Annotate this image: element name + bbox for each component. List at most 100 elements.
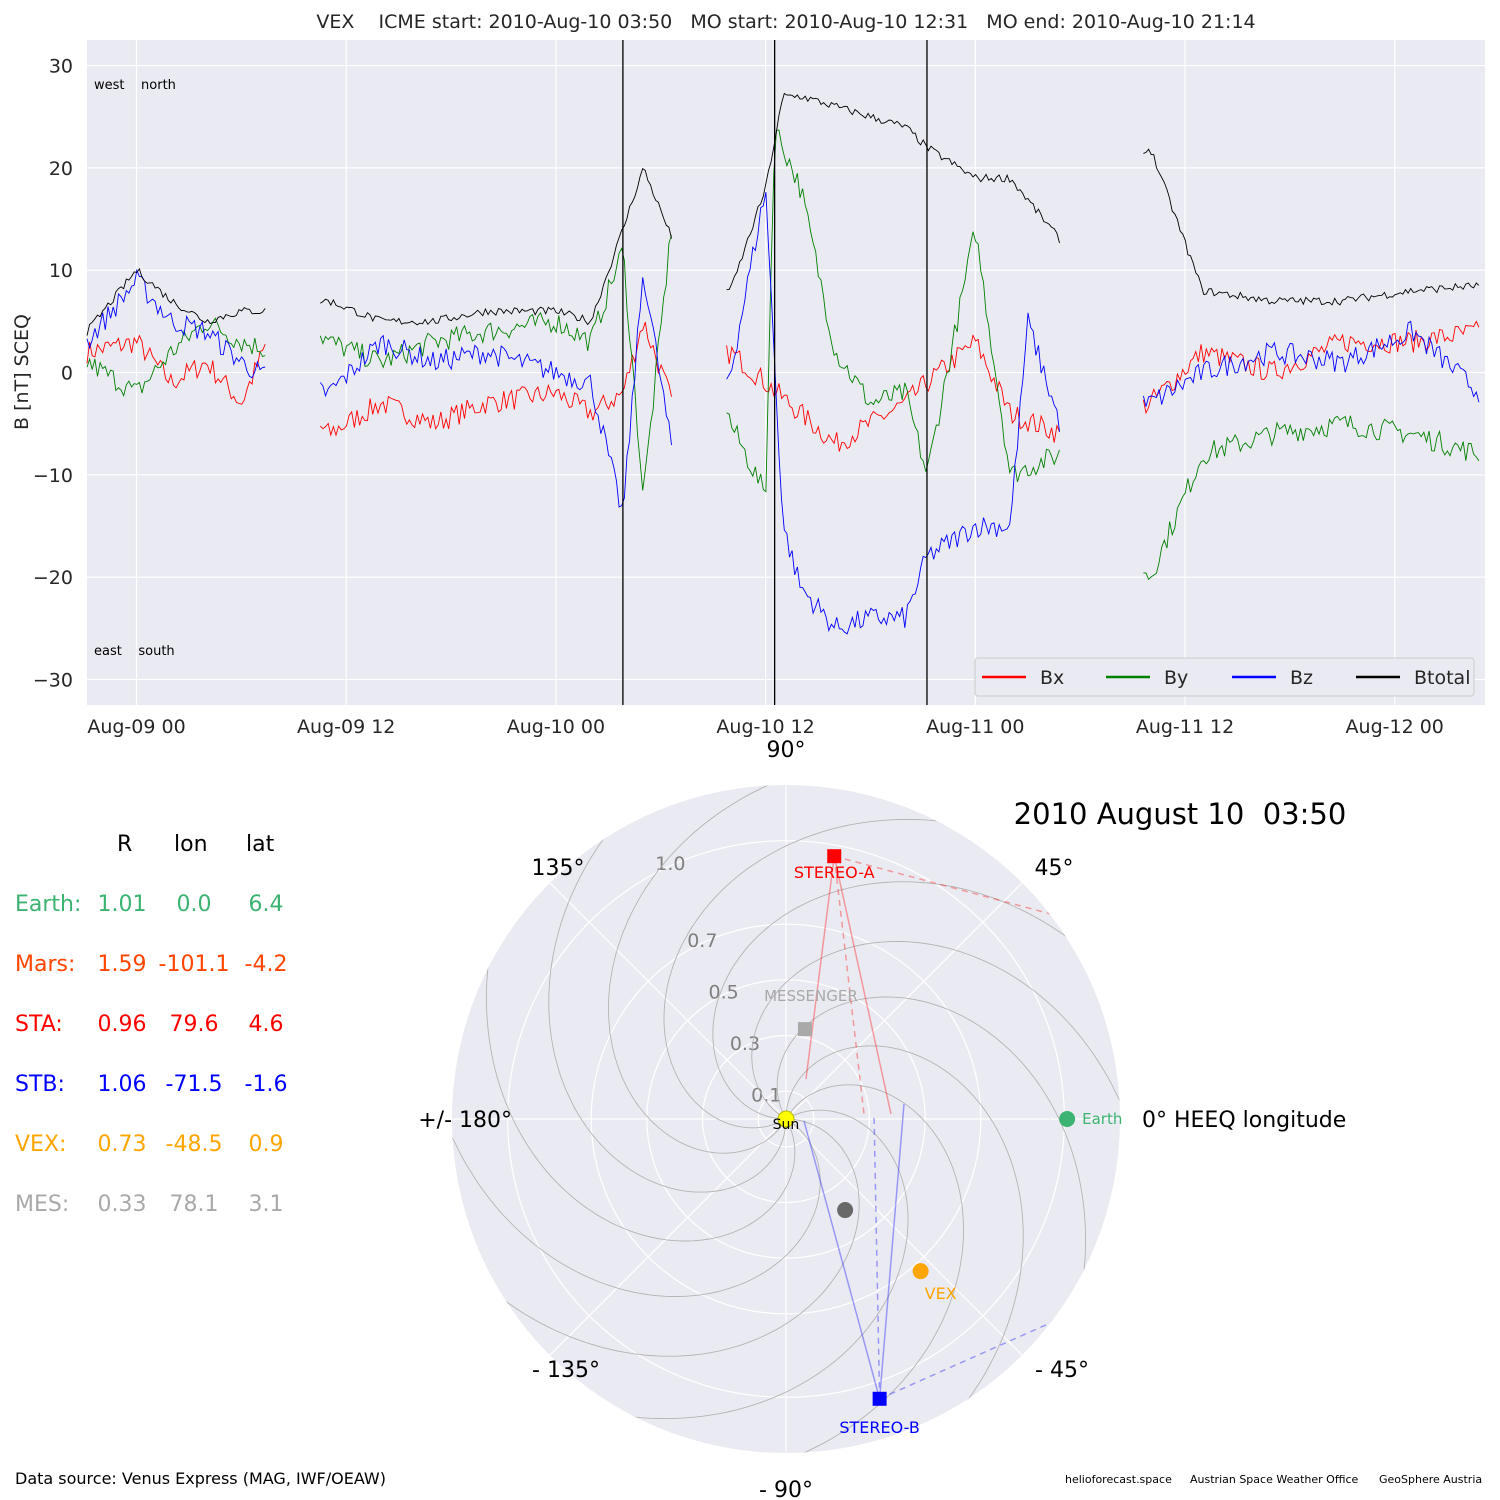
- series-btotal: [86, 92, 1480, 336]
- table-cell-lon: -48.5: [165, 1132, 223, 1157]
- table-cell-lat: -4.2: [244, 952, 288, 977]
- stereo-b-dashed-line: [873, 1113, 881, 1399]
- table-cell-lat: -1.6: [244, 1072, 288, 1097]
- table-cell-lat: 3.1: [248, 1192, 284, 1217]
- timeseries-grid: [87, 40, 1485, 705]
- table-header-r: R: [117, 832, 133, 857]
- y-axis-label: B [nT] SCEQ: [11, 314, 33, 430]
- stereo-b-dashed-line: [879, 1323, 1049, 1400]
- radial-tick-label: 0.7: [687, 930, 717, 952]
- table-cell-lon: 79.6: [169, 1012, 219, 1037]
- parker-spiral-line: [751, 941, 1120, 1130]
- polar-angle-labels: 90° 45° 0° HEEQ longitude - 45° - 90° - 135° +…: [418, 738, 1346, 1500]
- angle-label: +/- 180°: [418, 1108, 512, 1133]
- angle-label: 45°: [1035, 856, 1074, 881]
- legend-label: Btotal: [1414, 667, 1470, 689]
- stereo-a-label: STEREO-A: [794, 863, 875, 882]
- table-cell-r: 1.01: [97, 892, 147, 917]
- angle-label: - 135°: [532, 1358, 600, 1383]
- angle-label: - 45°: [1035, 1358, 1089, 1383]
- magnetic-field-timeseries-chart: 30 20 10 0 −10 −20 −30 Aug-09 00 Aug-09 12 Aug-10…: [11, 11, 1485, 738]
- y-tick-label: 30: [49, 56, 73, 78]
- y-tick-label: −20: [33, 567, 73, 589]
- table-header-lat: lat: [246, 832, 275, 857]
- polar-ring: [701, 1034, 871, 1204]
- y-tick-label: −10: [33, 465, 73, 487]
- parker-spiral-line: [712, 881, 1091, 1120]
- x-tick-label: Aug-11 00: [926, 716, 1024, 738]
- parker-spiral-line: [785, 1045, 1024, 1424]
- earth-label: Earth: [1082, 1110, 1122, 1128]
- legend-box: [974, 657, 1475, 697]
- stereo-a-line: [805, 856, 835, 1080]
- timeseries-series: [86, 92, 1480, 635]
- vex-label: VEX: [925, 1284, 957, 1303]
- timeseries-legend: Bx By Bz Btotal: [974, 657, 1475, 697]
- x-tick-label: Aug-12 00: [1346, 716, 1444, 738]
- table-row-name: STA:: [15, 1012, 63, 1037]
- parker-spiral-line: [485, 937, 796, 1242]
- angle-label: 0° HEEQ longitude: [1142, 1108, 1346, 1133]
- radial-tick-label: 0.5: [709, 981, 739, 1003]
- heliospheric-position-chart: 0.1 0.3 0.5 0.7 1.0 Sun Earth STEREO-A STEREO-B…: [418, 738, 1346, 1500]
- messenger-marker: [797, 1022, 812, 1037]
- stereo-b-label: STEREO-B: [839, 1418, 919, 1437]
- radial-tick-label: 0.1: [751, 1084, 781, 1106]
- angle-label: 135°: [532, 856, 585, 881]
- table-row-name: STB:: [15, 1072, 65, 1097]
- y-tick-label: 10: [49, 260, 73, 282]
- radial-tick-label: 0.3: [730, 1033, 760, 1055]
- parker-spiral-line: [775, 1084, 964, 1453]
- sun-marker: [777, 1110, 795, 1128]
- series-bz: [86, 192, 1480, 635]
- table-cell-lon: -71.5: [165, 1072, 223, 1097]
- timeseries-axes: 30 20 10 0 −10 −20 −30 Aug-09 00 Aug-09 12 Aug-10…: [33, 56, 1444, 738]
- table-header-lon: lon: [174, 832, 208, 857]
- series-by: [86, 129, 1480, 581]
- event-markers: [622, 40, 928, 705]
- table-cell-lon: 0.0: [176, 892, 212, 917]
- radial-tick-label: 1.0: [655, 853, 685, 875]
- polar-ring: [646, 979, 926, 1259]
- stereo-a-line: [833, 856, 892, 1115]
- angle-label: - 90°: [759, 1478, 813, 1500]
- vex-marker: [912, 1263, 929, 1280]
- mercury-marker: [837, 1202, 854, 1219]
- table-cell-lat: 4.6: [248, 1012, 284, 1037]
- table-cell-lon: 78.1: [169, 1192, 219, 1217]
- credit-helioforecast: helioforecast.space: [1065, 1473, 1172, 1486]
- x-tick-label: Aug-09 12: [297, 716, 395, 738]
- stereo-b-marker: [872, 1391, 887, 1406]
- polar-date-title: 2010 August 10 03:50: [1014, 797, 1347, 831]
- table-row-name: MES:: [15, 1192, 70, 1217]
- y-tick-label: 0: [61, 363, 73, 385]
- x-tick-label: Aug-10 12: [716, 716, 814, 738]
- corner-label-bottom: east south: [94, 644, 175, 659]
- stereo-a-dashed-line: [834, 855, 1052, 915]
- table-cell-lat: 0.9: [248, 1132, 284, 1157]
- polar-ring: [590, 923, 982, 1315]
- parker-spiral-line: [548, 814, 787, 1193]
- table-cell-r: 1.59: [97, 952, 147, 977]
- stereo-b-line: [803, 1120, 881, 1399]
- table-cell-r: 0.33: [97, 1192, 147, 1217]
- parker-spiral-line: [452, 1108, 821, 1297]
- messenger-label: MESSENGER: [764, 987, 858, 1005]
- credit-asw-office: Austrian Space Weather Office: [1190, 1473, 1359, 1486]
- legend-label: Bx: [1040, 667, 1064, 689]
- parker-spirals: [452, 785, 1120, 1453]
- stereo-b-line: [878, 1103, 905, 1399]
- sun-label: Sun: [773, 1117, 800, 1133]
- data-source-note: Data source: Venus Express (MAG, IWF/OEA…: [15, 1469, 386, 1488]
- angle-label: 90°: [767, 738, 806, 763]
- table-cell-lat: 6.4: [248, 892, 284, 917]
- y-tick-label: −30: [33, 669, 73, 691]
- legend-label: By: [1164, 667, 1188, 689]
- parker-spiral-line: [608, 785, 797, 1154]
- x-tick-label: Aug-11 12: [1136, 716, 1234, 738]
- table-cell-r: 1.06: [97, 1072, 147, 1097]
- polar-ring: [757, 1090, 815, 1148]
- x-tick-label: Aug-09 00: [87, 716, 185, 738]
- table-cell-r: 0.73: [97, 1132, 147, 1157]
